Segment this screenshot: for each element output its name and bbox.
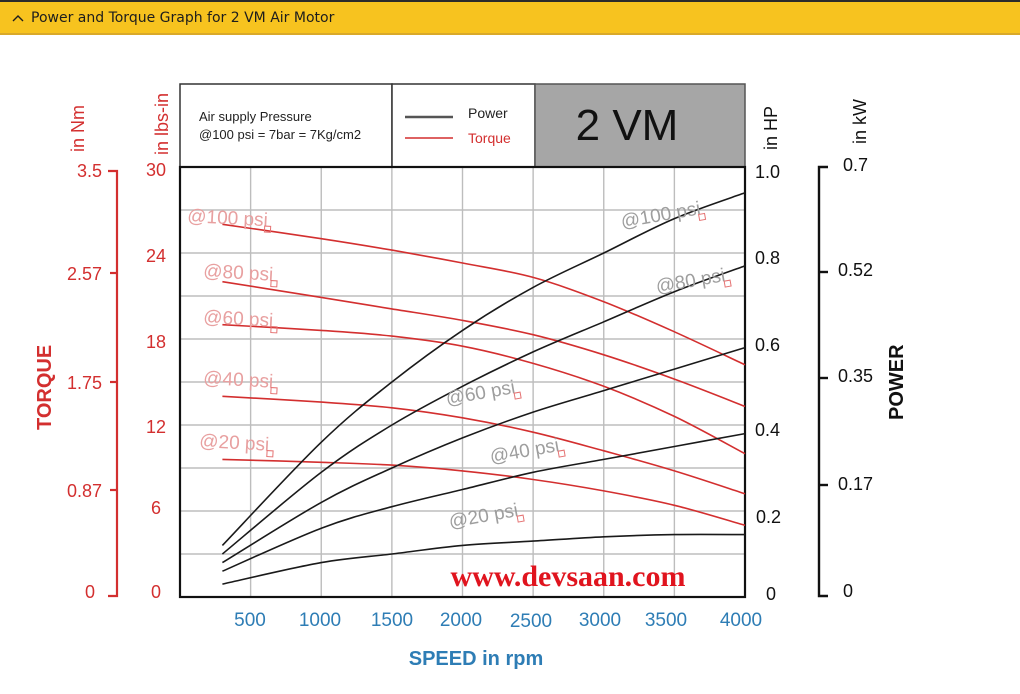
lbs-tick: 6: [151, 498, 161, 518]
panel-title: Power and Torque Graph for 2 VM Air Moto…: [31, 9, 335, 26]
kw-unit: in kW: [850, 99, 870, 144]
power-curve: [221, 265, 746, 555]
power-curve: [221, 192, 746, 546]
torque-series-label: @40 psi: [203, 368, 278, 395]
speed-tick: 3500: [645, 610, 687, 631]
hp-tick: 0.2: [756, 507, 781, 527]
svg-text:@40 psi: @40 psi: [203, 368, 274, 393]
kw-tick: 0.52: [838, 260, 873, 280]
nm-tick: 0.87: [67, 481, 102, 501]
lbs-unit: in lbs-in: [152, 93, 172, 155]
power-curve: [222, 432, 746, 572]
power-curve: [222, 533, 746, 585]
legend-power-label: Power: [468, 105, 508, 121]
legend-torque-label: Torque: [468, 130, 511, 146]
power-series-label: @20 psi: [447, 500, 525, 533]
svg-text:@60 psi: @60 psi: [203, 307, 274, 332]
speed-tick: 1000: [299, 610, 341, 631]
watermark: www.devsaan.com: [450, 560, 685, 593]
speed-tick: 1500: [371, 610, 413, 631]
hp-tick: 0.8: [755, 248, 780, 268]
torque-axis-title: TORQUE: [34, 345, 56, 430]
svg-text:@100 psi: @100 psi: [187, 206, 269, 231]
power-series-label: @80 psi: [654, 265, 732, 298]
speed-tick: 2500: [510, 611, 552, 632]
speed-axis: 500 1000 1500 2000 2500 3000 3500 4000 S…: [234, 610, 762, 670]
curve-labels: @100 psi @80 psi @60 psi @40 psi @20 psi @100…: [187, 198, 732, 533]
lbs-tick: 12: [146, 417, 166, 437]
plot-border: [178, 165, 747, 599]
power-axis-title: POWER: [886, 344, 908, 420]
power-hp-axis: 1.0 0.8 0.6 0.4 0.2 0 in HP: [755, 106, 781, 604]
lbs-tick: 18: [146, 332, 166, 352]
model-label: 2 VM: [576, 101, 679, 150]
info-box: [179, 83, 393, 168]
torque-lbs-axis: 30 24 18 12 6 0 in lbs-in: [146, 93, 172, 602]
info-line-2: @100 psi = 7bar = 7Kg/cm2: [199, 127, 361, 142]
chevron-up-icon[interactable]: [11, 11, 25, 25]
hp-tick: 1.0: [755, 162, 780, 182]
speed-tick: 500: [234, 610, 266, 631]
nm-unit: in Nm: [68, 105, 88, 152]
torque-curve: [222, 323, 746, 455]
svg-text:@80 psi: @80 psi: [654, 265, 727, 298]
lbs-tick: 0: [151, 582, 161, 602]
info-line-1: Air supply Pressure: [199, 109, 312, 124]
model-box: [534, 83, 746, 168]
speed-tick: 3000: [579, 610, 621, 631]
hp-tick: 0.4: [755, 420, 780, 440]
kw-tick: 0: [843, 581, 853, 601]
hp-unit: in HP: [761, 106, 781, 150]
kw-tick: 0.7: [843, 155, 868, 175]
svg-text:@40 psi: @40 psi: [488, 435, 561, 468]
nm-tick: 1.75: [67, 373, 102, 393]
kw-tick: 0.35: [838, 366, 873, 386]
torque-series-label: @100 psi: [187, 206, 272, 233]
svg-text:@100 psi: @100 psi: [619, 198, 702, 233]
speed-tick: 2000: [440, 610, 482, 631]
lbs-tick: 30: [146, 160, 166, 180]
power-torque-chart: Air supply Pressure @100 psi = 7bar = 7K…: [34, 83, 908, 670]
kw-tick: 0.17: [838, 474, 873, 494]
curves: [221, 192, 746, 585]
power-curve: [221, 346, 746, 564]
lbs-tick: 24: [146, 246, 166, 266]
torque-nm-axis: 3.5 2.57 1.75 0.87 0 in Nm TORQUE: [34, 105, 119, 602]
torque-series-label: @60 psi: [203, 307, 278, 334]
power-kw-axis: 0.7 0.52 0.35 0.17 0 in kW POWER: [817, 99, 908, 601]
panel-header[interactable]: Power and Torque Graph for 2 VM Air Moto…: [0, 0, 1020, 35]
plot-grid: [180, 167, 745, 597]
nm-tick: 2.57: [67, 264, 102, 284]
svg-text:@20 psi: @20 psi: [447, 500, 520, 533]
hp-tick: 0.6: [755, 335, 780, 355]
speed-tick: 4000: [720, 610, 762, 631]
nm-tick: 0: [85, 582, 95, 602]
power-series-label: @100 psi: [619, 198, 707, 233]
torque-curve: [222, 223, 746, 366]
torque-series-label: @80 psi: [203, 261, 278, 288]
torque-series-label: @20 psi: [199, 431, 274, 458]
svg-text:@20 psi: @20 psi: [199, 431, 270, 456]
torque-curve: [222, 395, 746, 495]
hp-tick: 0: [766, 584, 776, 604]
power-series-label: @40 psi: [488, 435, 566, 468]
nm-tick: 3.5: [77, 161, 102, 181]
legend-box: [391, 83, 536, 168]
svg-text:@80 psi: @80 psi: [203, 261, 274, 286]
speed-axis-title: SPEED in rpm: [409, 648, 543, 670]
torque-curve: [222, 458, 746, 527]
torque-curve: [222, 280, 746, 408]
